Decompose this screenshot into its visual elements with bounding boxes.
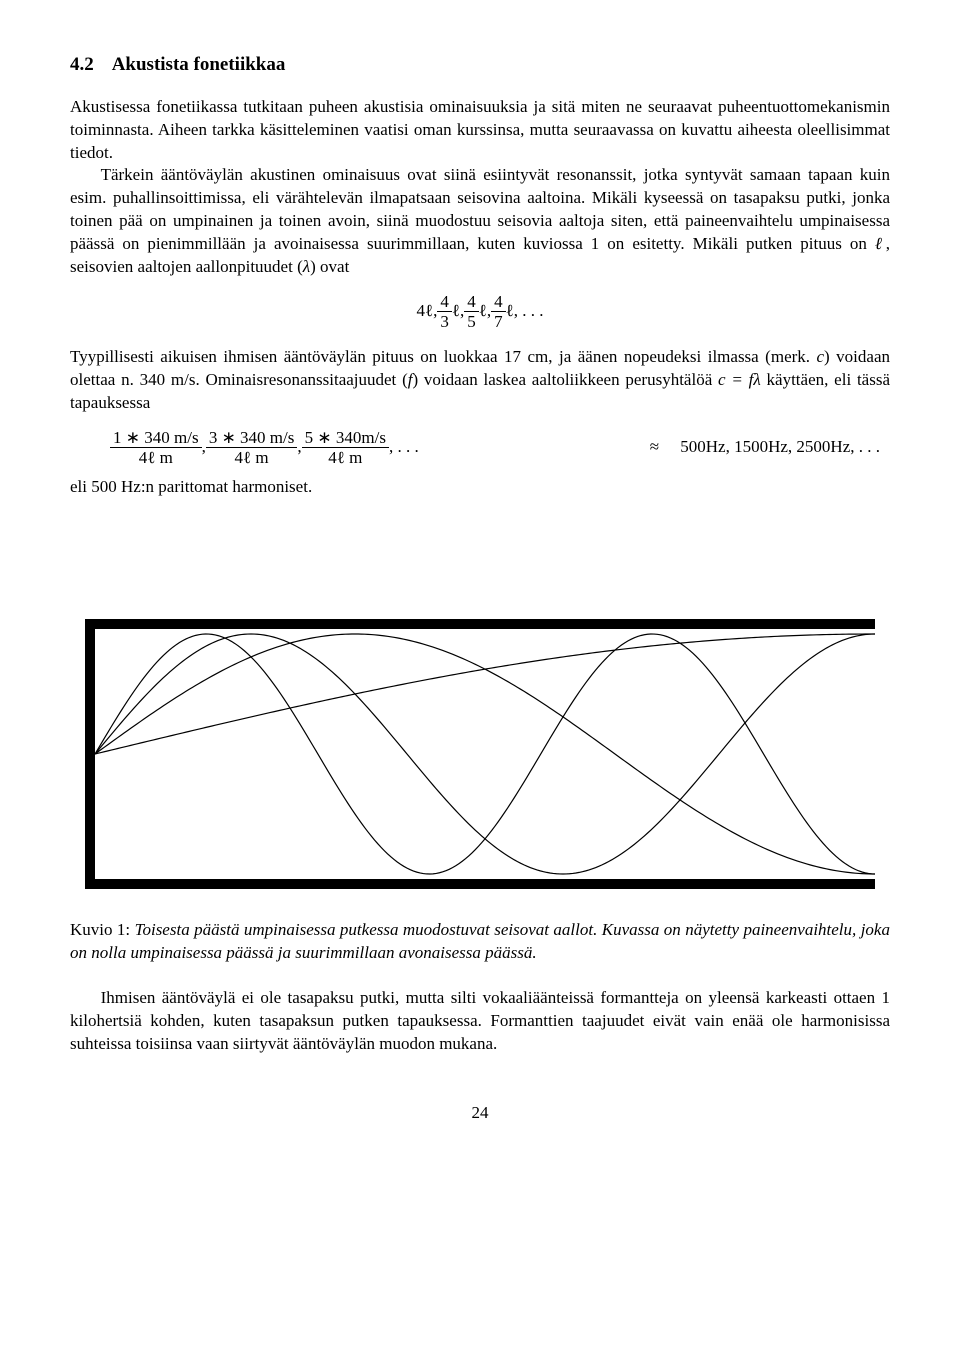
section-heading: 4.2 Akustista fonetiikkaa: [70, 52, 890, 78]
formula-frequencies-rhs: ≈ 500Hz, 1500Hz, 2500Hz, . . .: [650, 436, 880, 459]
figure-caption-lead: Kuvio 1:: [70, 920, 135, 939]
figure-caption: Kuvio 1: Toisesta päästä umpinaisessa pu…: [70, 919, 890, 965]
paragraph-1: Akustisessa fonetiikassa tutkitaan puhee…: [70, 96, 890, 165]
paragraph-5: Ihmisen ääntöväylä ei ole tasapaksu putk…: [70, 987, 890, 1056]
section-number: 4.2: [70, 54, 94, 75]
paragraph-3: Tyypillisesti aikuisen ihmisen ääntöväyl…: [70, 346, 890, 415]
symbol-c: c: [817, 347, 825, 366]
section-title: Akustista fonetiikkaa: [112, 54, 286, 75]
page-number: 24: [70, 1102, 890, 1125]
formula-wavelengths: 4ℓ, 43ℓ, 45ℓ, 47ℓ, . . .: [70, 293, 890, 330]
paragraph-2c: ) ovat: [310, 257, 349, 276]
formula-frequencies-lhs: 1 ∗ 340 m/s4ℓ m, 3 ∗ 340 m/s4ℓ m, 5 ∗ 34…: [110, 429, 419, 466]
figure-caption-text: Toisesta päästä umpinaisessa putkessa mu…: [70, 920, 890, 962]
paragraph-2a: Tärkein ääntöväylän akustinen ominaisuus…: [70, 165, 890, 253]
frequency-list: 500Hz, 1500Hz, 2500Hz, . . .: [680, 437, 880, 456]
formula-frequencies: 1 ∗ 340 m/s4ℓ m, 3 ∗ 340 m/s4ℓ m, 5 ∗ 34…: [70, 429, 890, 466]
symbol-eq: c = fλ: [718, 370, 761, 389]
paragraph-3c: ) voidaan laskea aaltoliikkeen perusyhtä…: [412, 370, 718, 389]
symbol-ell: ℓ: [875, 234, 886, 253]
paragraph-3a: Tyypillisesti aikuisen ihmisen ääntöväyl…: [70, 347, 817, 366]
standing-waves-diagram: [85, 619, 875, 889]
paragraph-4: eli 500 Hz:n parittomat harmoniset.: [70, 476, 890, 499]
paragraph-2: Tärkein ääntöväylän akustinen ominaisuus…: [70, 164, 890, 279]
approx-symbol: ≈: [650, 437, 659, 456]
figure-standing-waves: [70, 619, 890, 889]
